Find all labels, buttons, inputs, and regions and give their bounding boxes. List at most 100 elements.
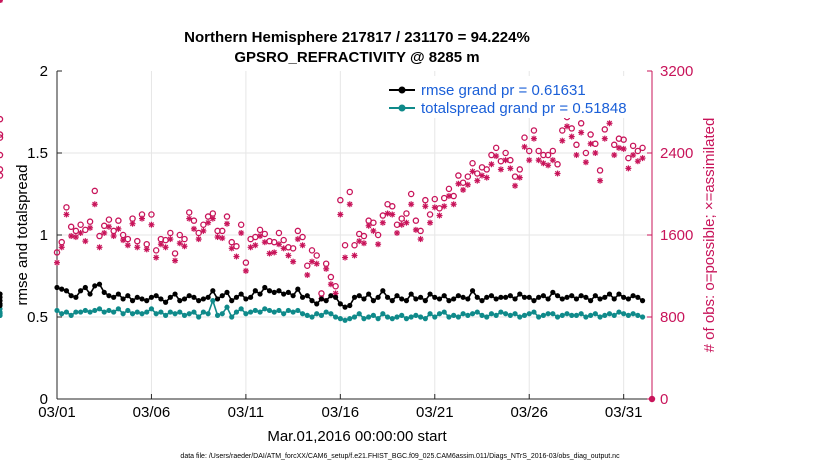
rmse-point — [441, 293, 447, 299]
asterisk-stroke — [219, 235, 225, 241]
rmse-point — [337, 301, 343, 307]
obs-assimilated-point — [82, 238, 89, 245]
totalspread-point — [446, 314, 452, 320]
obs-possible-point — [426, 211, 434, 218]
rmse-point — [96, 281, 103, 287]
totalspread-point — [588, 312, 594, 318]
obs-assimilated-point — [96, 244, 103, 251]
obs-assimilated-point — [521, 143, 528, 150]
obs-possible-point — [0, 115, 4, 123]
obs-assimilated-point — [101, 229, 108, 236]
obs-possible-point — [171, 250, 179, 257]
obs-assimilated-point — [427, 219, 434, 226]
asterisk-stroke — [167, 236, 173, 242]
obs-assimilated-point — [148, 221, 155, 228]
totalspread-point — [337, 316, 343, 322]
legend-box — [384, 76, 648, 118]
asterisk-stroke — [87, 225, 93, 231]
asterisk-stroke — [413, 227, 419, 233]
totalspread-point — [262, 306, 268, 312]
totalspread-point — [512, 311, 518, 317]
rmse-point — [333, 294, 339, 300]
totalspread-point — [63, 309, 70, 315]
rmse-point — [158, 296, 164, 302]
asterisk-stroke — [375, 241, 381, 247]
rmse-point — [172, 291, 178, 297]
totalspread-point — [469, 311, 476, 317]
rmse-point — [578, 293, 584, 299]
obs-assimilated-point — [214, 234, 221, 241]
totalspread-point — [370, 312, 376, 318]
rmse-series — [0, 281, 646, 310]
obs-possible-point — [294, 227, 302, 235]
y-right-tick-label: 800 — [660, 309, 685, 326]
totalspread-point — [314, 311, 320, 317]
obs-possible-point — [625, 154, 632, 162]
obs-assimilated-point — [280, 245, 287, 252]
obs-possible-point — [185, 209, 193, 216]
obs-assimilated-point — [394, 229, 400, 236]
totalspread-point — [465, 312, 471, 318]
obs-assimilated-point — [134, 244, 141, 251]
rmse-point — [328, 293, 334, 299]
totalspread-point — [78, 309, 84, 315]
rmse-point — [101, 289, 107, 295]
rmse-point — [559, 296, 565, 302]
rmse-point — [606, 291, 613, 297]
totalspread-point — [545, 311, 551, 317]
rmse-point — [78, 288, 84, 294]
x-axis-label: Mar.01,2016 00:00:00 start — [267, 428, 447, 445]
obs-possible-point — [516, 166, 524, 173]
asterisk-stroke — [290, 259, 296, 265]
obs-possible-point — [289, 245, 297, 252]
totalspread-point — [148, 306, 155, 312]
obs-assimilated-point — [578, 129, 585, 136]
asterisk-stroke — [347, 201, 353, 207]
rmse-point — [531, 298, 537, 304]
obs-possible-point — [488, 151, 495, 159]
rmse-point — [134, 294, 140, 300]
totalspread-point — [592, 311, 598, 317]
rmse-point — [314, 301, 320, 307]
rmse-point — [399, 296, 405, 302]
totalspread-point — [564, 311, 570, 317]
totalspread-point — [498, 309, 504, 315]
rmse-point — [92, 283, 98, 289]
obs-assimilated-point — [389, 211, 396, 218]
asterisk-stroke — [488, 161, 495, 167]
asterisk-stroke — [337, 211, 343, 218]
obs-possible-point — [152, 247, 160, 254]
asterisk-stroke — [210, 215, 216, 222]
obs-assimilated-point — [275, 241, 282, 248]
rmse-point — [588, 298, 594, 304]
rmse-point — [342, 304, 348, 310]
asterisk-stroke — [517, 174, 523, 181]
asterisk-stroke — [247, 244, 254, 250]
totalspread-point — [366, 314, 372, 320]
obs-assimilated-point — [445, 193, 452, 200]
totalspread-point — [408, 314, 414, 320]
obs-assimilated-point — [257, 233, 264, 240]
rmse-point — [167, 294, 173, 300]
asterisk-stroke — [238, 230, 244, 236]
rmse-point — [54, 284, 60, 291]
y-tick-label: 2 — [40, 63, 48, 80]
obs-assimilated-point — [540, 160, 547, 167]
obs-possible-series — [0, 110, 656, 403]
asterisk-stroke — [361, 240, 367, 246]
rmse-point — [554, 293, 561, 299]
chart-subtitle: GPSRO_REFRACTIVITY @ 8285 m — [234, 49, 479, 66]
rmse-point — [436, 296, 443, 302]
x-ticks: 03/01 03/06 03/11 03/16 03/21 03/26 03/31 — [38, 394, 642, 421]
totalspread-point — [281, 311, 287, 317]
rmse-point — [380, 288, 386, 294]
totalspread-point — [0, 312, 3, 318]
rmse-point — [370, 298, 376, 304]
obs-assimilated-point — [294, 236, 301, 243]
asterisk-stroke — [616, 145, 622, 151]
asterisk-stroke — [229, 245, 235, 251]
totalspread-point — [583, 314, 589, 320]
obs-assimilated-point — [530, 135, 537, 142]
obs-possible-point — [554, 161, 561, 168]
asterisk-stroke — [366, 223, 372, 229]
